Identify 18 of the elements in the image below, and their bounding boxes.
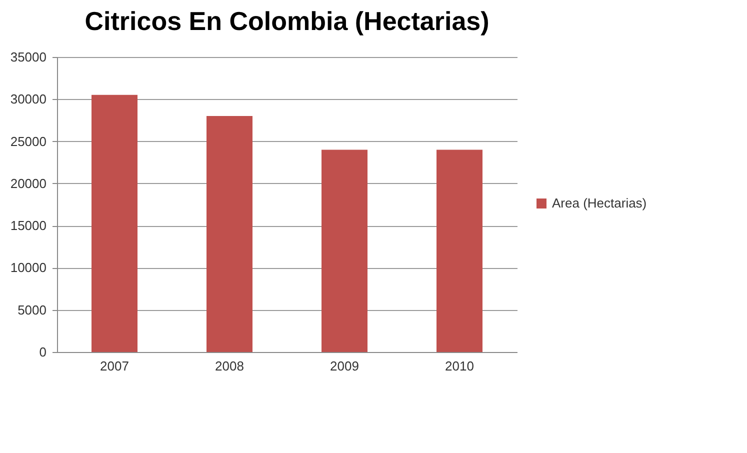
y-tick-label: 5000 [18,302,46,318]
y-tick-label: 10000 [10,260,46,276]
y-tick-label: 15000 [10,218,46,234]
x-tick-label: 2008 [215,358,244,374]
y-tick-label: 30000 [10,92,46,107]
y-tick-label: 25000 [10,134,46,149]
bar [322,150,368,352]
legend-label: Area (Hectarias) [552,196,647,210]
y-tick-label: 0 [39,344,46,360]
bar [92,94,138,352]
y-tick-label: 20000 [10,176,46,191]
x-tick-label: 2007 [100,358,129,374]
x-tick-label: 2009 [330,358,359,374]
y-tick-label: 35000 [10,50,46,64]
bar [206,116,252,352]
chart-title: Citricos En Colombia (Hectarias) [84,6,490,36]
bar [436,150,482,352]
x-tick-label: 2010 [445,358,474,374]
